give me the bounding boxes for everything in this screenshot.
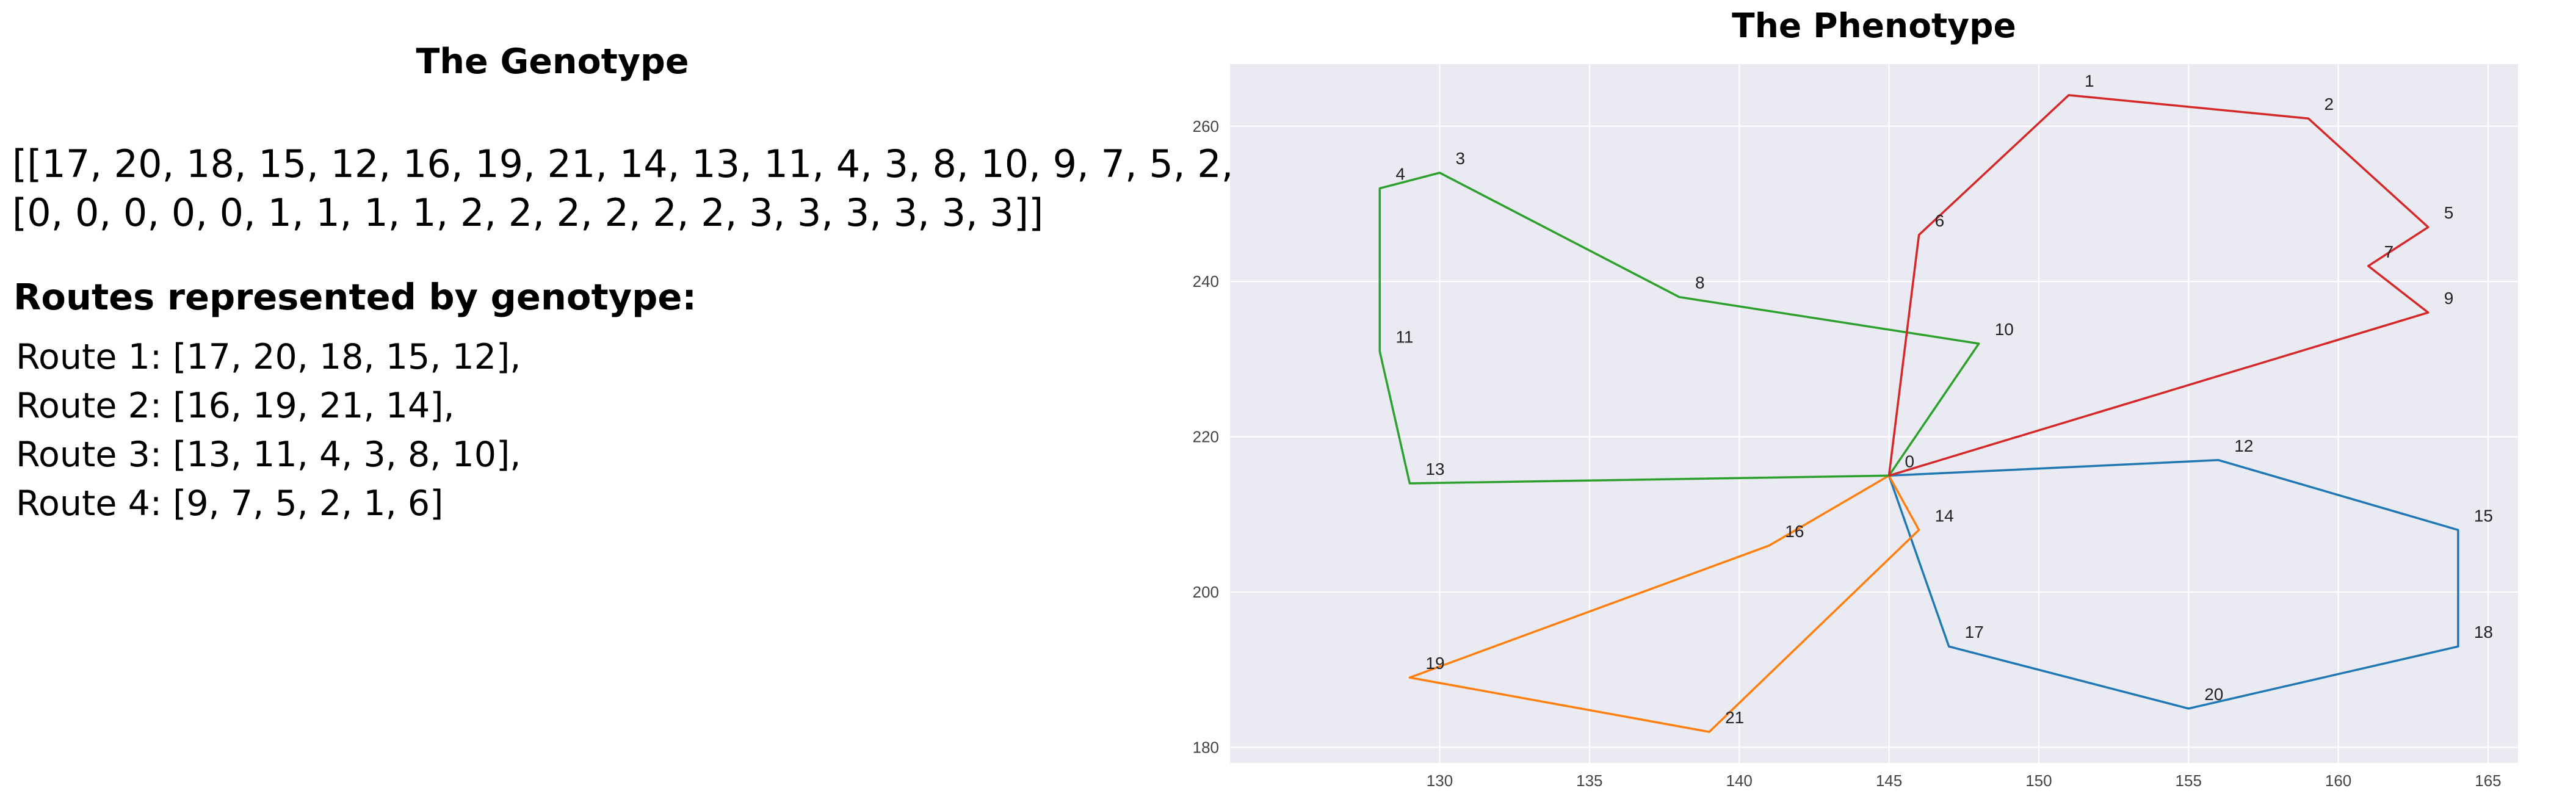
route-line-4: Route 4: [9, 7, 5, 2, 1, 6]	[16, 483, 444, 524]
node-label-3: 3	[1455, 149, 1465, 168]
node-label-4: 4	[1395, 165, 1405, 184]
genotype-line-1: [[17, 20, 18, 15, 12, 16, 19, 21, 14, 13…	[12, 142, 1345, 186]
node-label-14: 14	[1935, 506, 1954, 525]
node-label-21: 21	[1725, 708, 1744, 727]
x-tick-label: 150	[2025, 771, 2052, 790]
node-label-2: 2	[2325, 95, 2334, 114]
node-label-1: 1	[2085, 71, 2094, 90]
node-label-20: 20	[2204, 685, 2223, 704]
node-label-12: 12	[2234, 436, 2253, 455]
phenotype-title: The Phenotype	[1732, 6, 2016, 45]
route-4-line	[1887, 94, 2429, 477]
genotype-title: The Genotype	[416, 42, 689, 82]
x-tick-label: 155	[2176, 771, 2202, 790]
route-3-line	[1378, 172, 1980, 485]
node-label-5: 5	[2444, 203, 2454, 222]
node-label-13: 13	[1425, 460, 1444, 479]
y-tick-label: 240	[1193, 272, 1219, 291]
genotype-line-2: [0, 0, 0, 0, 0, 1, 1, 1, 1, 2, 2, 2, 2, …	[12, 190, 1044, 235]
node-label-16: 16	[1785, 522, 1804, 541]
node-label-0: 0	[1905, 452, 1915, 471]
route-1-line	[1887, 459, 2459, 710]
x-tick-label: 145	[1876, 771, 1902, 790]
node-label-8: 8	[1695, 273, 1705, 292]
x-tick-label: 165	[2475, 771, 2501, 790]
y-tick-label: 180	[1193, 739, 1219, 757]
genotype-panel: The Genotype [[17, 20, 18, 15, 12, 16, 1…	[0, 0, 1344, 802]
node-label-11: 11	[1395, 328, 1413, 347]
x-tick-label: 130	[1427, 771, 1453, 790]
phenotype-plot: 130 135 140 145 150 155 160 1651802002202402600…	[1193, 64, 2518, 790]
x-tick-label: 135	[1576, 771, 1602, 790]
node-label-7: 7	[2384, 242, 2394, 261]
y-tick-label: 260	[1193, 117, 1219, 135]
node-label-17: 17	[1965, 623, 1984, 641]
node-label-9: 9	[2444, 289, 2454, 308]
node-label-10: 10	[1995, 320, 2014, 339]
route-2-line	[1408, 474, 1920, 733]
node-label-19: 19	[1425, 654, 1444, 673]
y-tick-label: 220	[1193, 428, 1219, 446]
plot-background	[1230, 64, 2518, 763]
node-label-18: 18	[2474, 623, 2493, 641]
route-line-2: Route 2: [16, 19, 21, 14],	[16, 386, 455, 426]
node-label-15: 15	[2474, 506, 2493, 525]
routes-heading: Routes represented by genotype:	[13, 276, 696, 318]
x-tick-label: 140	[1726, 771, 1752, 790]
route-line-3: Route 3: [13, 11, 4, 3, 8, 10],	[16, 435, 521, 475]
x-tick-label: 160	[2325, 771, 2351, 790]
y-tick-label: 200	[1193, 583, 1219, 601]
node-label-6: 6	[1935, 211, 1945, 230]
route-line-1: Route 1: [17, 20, 18, 15, 12],	[16, 337, 521, 377]
